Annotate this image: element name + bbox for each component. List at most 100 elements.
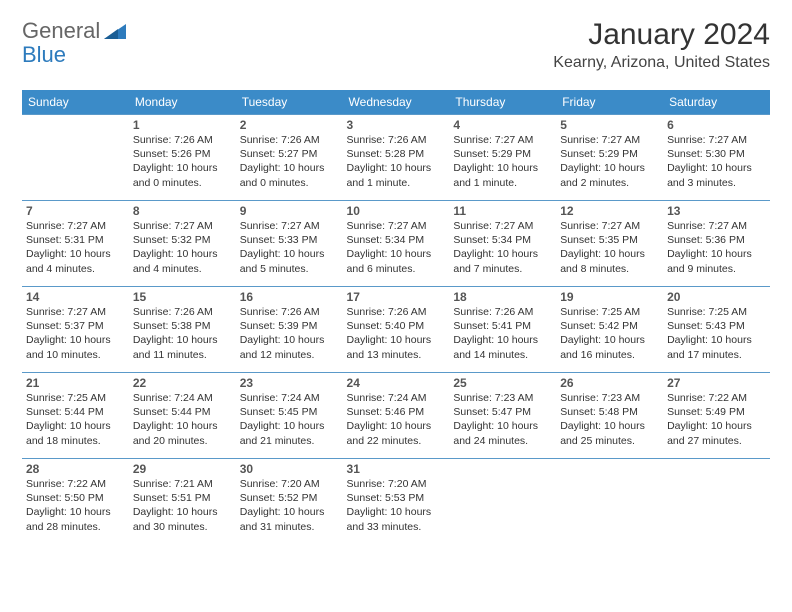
day-number: 1: [133, 118, 232, 132]
sunrise-text: Sunrise: 7:26 AM: [453, 305, 552, 319]
week-row: 7Sunrise: 7:27 AMSunset: 5:31 PMDaylight…: [22, 201, 770, 287]
daylight-text: Daylight: 10 hours and 7 minutes.: [453, 247, 552, 275]
day-number: 21: [26, 376, 125, 390]
day-number: 12: [560, 204, 659, 218]
sunrise-text: Sunrise: 7:26 AM: [240, 133, 339, 147]
sunrise-text: Sunrise: 7:25 AM: [560, 305, 659, 319]
day-number: 31: [347, 462, 446, 476]
day-number: 13: [667, 204, 766, 218]
day-cell: 19Sunrise: 7:25 AMSunset: 5:42 PMDayligh…: [556, 287, 663, 373]
sunrise-text: Sunrise: 7:27 AM: [560, 219, 659, 233]
sunset-text: Sunset: 5:29 PM: [453, 147, 552, 161]
sunset-text: Sunset: 5:29 PM: [560, 147, 659, 161]
brand-part2-wrap: Blue: [22, 42, 66, 68]
dayhead-friday: Friday: [556, 90, 663, 115]
daylight-text: Daylight: 10 hours and 28 minutes.: [26, 505, 125, 533]
daylight-text: Daylight: 10 hours and 0 minutes.: [240, 161, 339, 189]
day-number: 23: [240, 376, 339, 390]
day-cell: 15Sunrise: 7:26 AMSunset: 5:38 PMDayligh…: [129, 287, 236, 373]
sunrise-text: Sunrise: 7:22 AM: [667, 391, 766, 405]
day-number: 9: [240, 204, 339, 218]
sunset-text: Sunset: 5:44 PM: [26, 405, 125, 419]
day-cell: [556, 459, 663, 545]
sunrise-text: Sunrise: 7:25 AM: [26, 391, 125, 405]
day-cell: 18Sunrise: 7:26 AMSunset: 5:41 PMDayligh…: [449, 287, 556, 373]
day-cell: 17Sunrise: 7:26 AMSunset: 5:40 PMDayligh…: [343, 287, 450, 373]
sunrise-text: Sunrise: 7:27 AM: [133, 219, 232, 233]
sunrise-text: Sunrise: 7:20 AM: [347, 477, 446, 491]
day-number: 4: [453, 118, 552, 132]
daylight-text: Daylight: 10 hours and 10 minutes.: [26, 333, 125, 361]
daylight-text: Daylight: 10 hours and 5 minutes.: [240, 247, 339, 275]
daylight-text: Daylight: 10 hours and 16 minutes.: [560, 333, 659, 361]
day-cell: 20Sunrise: 7:25 AMSunset: 5:43 PMDayligh…: [663, 287, 770, 373]
daylight-text: Daylight: 10 hours and 24 minutes.: [453, 419, 552, 447]
sunset-text: Sunset: 5:51 PM: [133, 491, 232, 505]
week-row: 14Sunrise: 7:27 AMSunset: 5:37 PMDayligh…: [22, 287, 770, 373]
sunset-text: Sunset: 5:26 PM: [133, 147, 232, 161]
daylight-text: Daylight: 10 hours and 11 minutes.: [133, 333, 232, 361]
day-cell: 5Sunrise: 7:27 AMSunset: 5:29 PMDaylight…: [556, 115, 663, 201]
day-cell: 26Sunrise: 7:23 AMSunset: 5:48 PMDayligh…: [556, 373, 663, 459]
month-title: January 2024: [553, 18, 770, 52]
daylight-text: Daylight: 10 hours and 20 minutes.: [133, 419, 232, 447]
dayhead-monday: Monday: [129, 90, 236, 115]
sunset-text: Sunset: 5:50 PM: [26, 491, 125, 505]
day-cell: 9Sunrise: 7:27 AMSunset: 5:33 PMDaylight…: [236, 201, 343, 287]
sunset-text: Sunset: 5:30 PM: [667, 147, 766, 161]
sunrise-text: Sunrise: 7:27 AM: [667, 219, 766, 233]
day-cell: 28Sunrise: 7:22 AMSunset: 5:50 PMDayligh…: [22, 459, 129, 545]
calendar-body: 1 Sunrise: 7:26 AM Sunset: 5:26 PM Daylight…: [22, 115, 770, 545]
day-number: 19: [560, 290, 659, 304]
day-cell: 24Sunrise: 7:24 AMSunset: 5:46 PMDayligh…: [343, 373, 450, 459]
daylight-text: Daylight: 10 hours and 1 minute.: [347, 161, 446, 189]
sunrise-text: Sunrise: 7:27 AM: [453, 219, 552, 233]
day-cell: 23Sunrise: 7:24 AMSunset: 5:45 PMDayligh…: [236, 373, 343, 459]
daylight-text: Daylight: 10 hours and 14 minutes.: [453, 333, 552, 361]
day-number: 16: [240, 290, 339, 304]
day-number: 18: [453, 290, 552, 304]
day-cell: 14Sunrise: 7:27 AMSunset: 5:37 PMDayligh…: [22, 287, 129, 373]
brand-part1: General: [22, 18, 100, 44]
day-cell: 25Sunrise: 7:23 AMSunset: 5:47 PMDayligh…: [449, 373, 556, 459]
sunset-text: Sunset: 5:44 PM: [133, 405, 232, 419]
day-number: 8: [133, 204, 232, 218]
sunset-text: Sunset: 5:35 PM: [560, 233, 659, 247]
week-row: 21Sunrise: 7:25 AMSunset: 5:44 PMDayligh…: [22, 373, 770, 459]
sunrise-text: Sunrise: 7:24 AM: [240, 391, 339, 405]
daylight-text: Daylight: 10 hours and 27 minutes.: [667, 419, 766, 447]
sunrise-text: Sunrise: 7:26 AM: [347, 305, 446, 319]
daylight-text: Daylight: 10 hours and 8 minutes.: [560, 247, 659, 275]
sunrise-text: Sunrise: 7:27 AM: [26, 305, 125, 319]
dayhead-saturday: Saturday: [663, 90, 770, 115]
sunset-text: Sunset: 5:39 PM: [240, 319, 339, 333]
sunset-text: Sunset: 5:52 PM: [240, 491, 339, 505]
sunset-text: Sunset: 5:27 PM: [240, 147, 339, 161]
day-cell: 21Sunrise: 7:25 AMSunset: 5:44 PMDayligh…: [22, 373, 129, 459]
day-cell: 4Sunrise: 7:27 AMSunset: 5:29 PMDaylight…: [449, 115, 556, 201]
daylight-text: Daylight: 10 hours and 3 minutes.: [667, 161, 766, 189]
sunrise-text: Sunrise: 7:26 AM: [240, 305, 339, 319]
sunset-text: Sunset: 5:41 PM: [453, 319, 552, 333]
daylight-text: Daylight: 10 hours and 18 minutes.: [26, 419, 125, 447]
dayhead-wednesday: Wednesday: [343, 90, 450, 115]
sunset-text: Sunset: 5:43 PM: [667, 319, 766, 333]
sunrise-text: Sunrise: 7:25 AM: [667, 305, 766, 319]
sunset-text: Sunset: 5:49 PM: [667, 405, 766, 419]
location-text: Kearny, Arizona, United States: [553, 54, 770, 72]
sunrise-text: Sunrise: 7:26 AM: [133, 305, 232, 319]
sunrise-text: Sunrise: 7:24 AM: [133, 391, 232, 405]
sunset-text: Sunset: 5:46 PM: [347, 405, 446, 419]
day-cell: 2Sunrise: 7:26 AMSunset: 5:27 PMDaylight…: [236, 115, 343, 201]
daylight-text: Daylight: 10 hours and 12 minutes.: [240, 333, 339, 361]
sunset-text: Sunset: 5:37 PM: [26, 319, 125, 333]
sunset-text: Sunset: 5:53 PM: [347, 491, 446, 505]
day-cell: 22Sunrise: 7:24 AMSunset: 5:44 PMDayligh…: [129, 373, 236, 459]
day-cell: 12Sunrise: 7:27 AMSunset: 5:35 PMDayligh…: [556, 201, 663, 287]
title-block: January 2024 Kearny, Arizona, United Sta…: [553, 18, 770, 72]
sunset-text: Sunset: 5:28 PM: [347, 147, 446, 161]
daylight-text: Daylight: 10 hours and 31 minutes.: [240, 505, 339, 533]
sunset-text: Sunset: 5:32 PM: [133, 233, 232, 247]
sunset-text: Sunset: 5:31 PM: [26, 233, 125, 247]
sunrise-text: Sunrise: 7:26 AM: [347, 133, 446, 147]
